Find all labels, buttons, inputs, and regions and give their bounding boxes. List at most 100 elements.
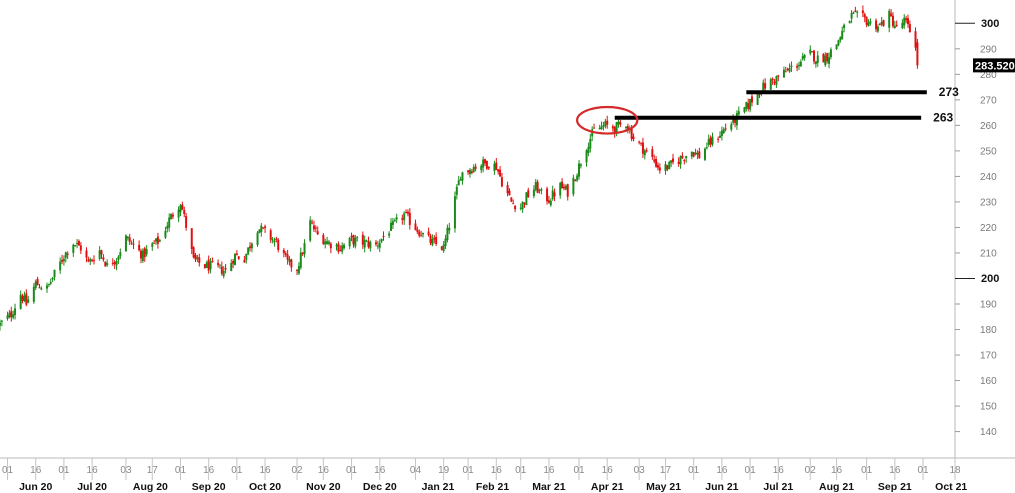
- candle-body: [643, 150, 646, 156]
- candle-body: [14, 308, 17, 316]
- candle-body: [453, 196, 456, 229]
- candle-body: [211, 260, 214, 263]
- candle-body: [10, 311, 13, 318]
- candle-body: [352, 235, 355, 245]
- x-day-label: 16: [716, 465, 728, 476]
- candle-body: [269, 230, 272, 240]
- candle-body: [431, 239, 434, 246]
- candle-body: [177, 209, 180, 218]
- candle-body: [326, 241, 329, 245]
- candle-body: [681, 155, 684, 158]
- candle-body: [38, 287, 41, 289]
- candle-body: [232, 261, 235, 264]
- candle-body: [589, 138, 592, 149]
- candle-body: [64, 252, 67, 258]
- y-tick-label: 140: [980, 427, 997, 438]
- candle-body: [705, 147, 708, 149]
- candle-body: [495, 162, 498, 170]
- candle-body: [615, 122, 618, 133]
- x-day-label: 16: [773, 465, 785, 476]
- candle-body: [79, 245, 82, 251]
- candle-body: [382, 235, 385, 237]
- candle-body: [619, 122, 622, 125]
- candle-body: [811, 51, 814, 53]
- candle-body: [775, 76, 778, 86]
- candle-body: [773, 81, 776, 83]
- x-day-label: 01: [688, 465, 700, 476]
- candle-body: [685, 155, 688, 159]
- candle-body: [690, 151, 693, 157]
- x-day-label: 16: [260, 465, 272, 476]
- candle-body: [905, 18, 908, 21]
- candle-body: [77, 241, 80, 246]
- candle-body: [908, 24, 911, 33]
- candle-body: [311, 222, 314, 224]
- candle-body: [388, 233, 391, 236]
- candle-body: [203, 264, 206, 269]
- candle-body: [260, 225, 263, 232]
- candle-body: [245, 253, 248, 260]
- candle-body: [510, 197, 513, 202]
- candle-body: [166, 225, 169, 229]
- candle-body: [40, 288, 43, 290]
- candle-body: [850, 12, 853, 19]
- candle-body: [59, 261, 62, 271]
- y-tick-label: 290: [980, 44, 997, 55]
- candle-body: [790, 65, 793, 68]
- candle-body: [403, 213, 406, 221]
- candle-body: [536, 182, 539, 193]
- candle-body: [448, 227, 451, 231]
- candle-body: [638, 141, 641, 143]
- y-tick-label: 180: [980, 325, 997, 336]
- candle-body: [461, 172, 464, 181]
- candle-body: [668, 161, 671, 170]
- x-month-label: May 21: [646, 481, 681, 493]
- candle-body: [104, 261, 107, 267]
- candle-body: [303, 242, 306, 255]
- candle-body: [869, 21, 872, 24]
- y-axis: 300 290 280 270 260 250 240 230 220 210 200 190 180 1…: [955, 18, 1015, 438]
- candle-body: [809, 49, 812, 54]
- candle-body: [113, 261, 116, 264]
- candle-body: [32, 286, 35, 302]
- candle-body: [179, 205, 182, 213]
- candle-body: [455, 186, 458, 195]
- candle-body: [769, 79, 772, 90]
- candle-body: [724, 128, 727, 130]
- x-day-label: 16: [30, 465, 42, 476]
- annotations: [575, 105, 639, 135]
- candle-body: [8, 312, 11, 318]
- candle-body: [258, 229, 261, 234]
- x-day-label: 01: [58, 465, 70, 476]
- candle-body: [427, 231, 430, 236]
- candle-body: [277, 239, 280, 250]
- candle-body: [421, 233, 424, 235]
- level-label-263: 263: [933, 111, 953, 125]
- candle-body: [743, 107, 746, 113]
- candle-body: [329, 243, 332, 249]
- y-tick-label: 170: [980, 351, 997, 362]
- x-month-label: Sep 20: [192, 481, 226, 493]
- candle-body: [62, 258, 65, 262]
- candle-body: [222, 270, 225, 277]
- candle-body: [547, 200, 550, 203]
- candle-body: [875, 20, 878, 30]
- candle-body: [891, 15, 894, 27]
- candle-body: [803, 54, 806, 59]
- x-month-label: Jul 21: [763, 481, 793, 493]
- candle-body: [843, 24, 846, 29]
- candle-body: [217, 262, 220, 266]
- candle-body: [856, 11, 859, 13]
- y-tick-label: 300: [981, 18, 999, 30]
- candle-body: [170, 213, 173, 220]
- candle-body: [102, 257, 105, 260]
- y-tick-label: 220: [980, 223, 997, 234]
- candle-body: [888, 10, 891, 28]
- candle-body: [312, 225, 315, 230]
- candle-body: [235, 253, 238, 256]
- candle-body: [153, 242, 156, 244]
- candle-body: [406, 211, 409, 214]
- candle-body: [876, 26, 879, 32]
- candle-body: [190, 228, 193, 249]
- candle-body: [579, 164, 582, 166]
